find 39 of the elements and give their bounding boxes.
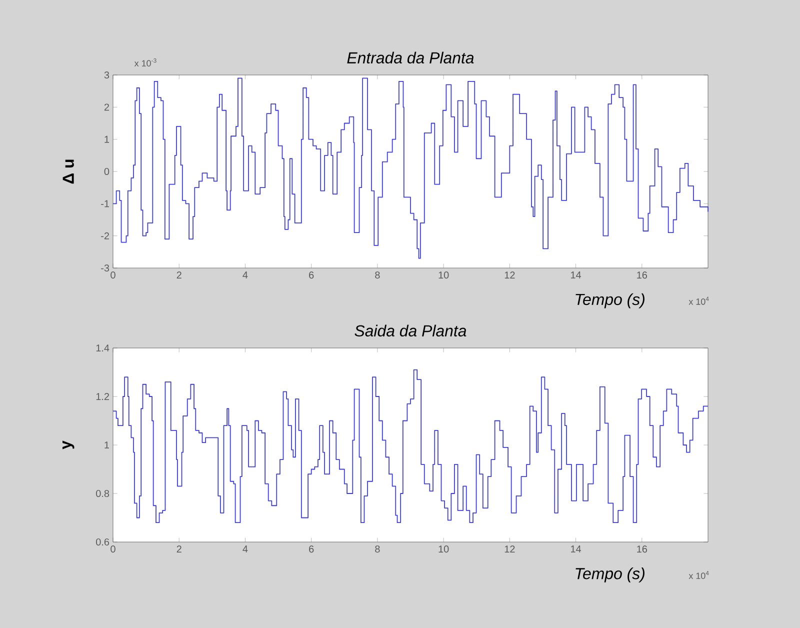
y-tick-label: -3 [101, 264, 110, 272]
x-tick-label: 2 [176, 272, 182, 278]
y-tick-label: 3 [104, 71, 110, 79]
x-tick-label: 0 [110, 272, 116, 279]
y-tick-label: 1 [104, 136, 110, 143]
y-tick-label: 2 [104, 104, 109, 111]
x-axis-title: Tempo (s) [576, 568, 644, 582]
x-tick-label: 8 [375, 546, 380, 553]
chart-title: Saida da Planta [354, 324, 466, 336]
x-tick-label: 14 [571, 272, 582, 278]
x-tick-label: 12 [504, 272, 515, 278]
chart-title: Entrada da Planta [347, 52, 474, 64]
y-axis-title: y [62, 440, 74, 450]
y-axis-title: Δ u [62, 160, 74, 184]
x-tick-label: 10 [438, 546, 449, 553]
y-tick-label: 1.4 [96, 344, 110, 352]
x-tick-label: 2 [176, 546, 182, 552]
y-tick-label: 1.2 [96, 393, 109, 400]
x-tick-label: 16 [637, 272, 648, 279]
y-tick-label: -2 [101, 232, 109, 240]
text: x 10$^{-3}$ [134, 58, 156, 66]
y-tick-label: -1 [101, 200, 110, 208]
y-tick-label: 0 [104, 168, 110, 176]
x-tick-label: 10 [438, 272, 449, 279]
text: x 10$^{4}$ [688, 570, 709, 579]
x-axis-title: Tempo (s) [576, 293, 644, 308]
x-tick-label: 16 [637, 546, 648, 553]
x-tick-label: 0 [110, 546, 116, 553]
text: x 10$^{4}$ [688, 296, 709, 305]
y-tick-label: 0.6 [96, 538, 110, 546]
y-tick-label: 0.8 [96, 490, 110, 498]
x-tick-label: 14 [571, 546, 582, 552]
y-tick-label: 1 [104, 442, 109, 448]
x-tick-label: 4 [242, 546, 248, 552]
x-tick-label: 6 [309, 272, 314, 279]
x-tick-label: 8 [375, 272, 380, 279]
x-tick-label: 4 [242, 272, 248, 278]
x-tick-label: 6 [309, 546, 314, 553]
x-tick-label: 12 [504, 546, 515, 552]
